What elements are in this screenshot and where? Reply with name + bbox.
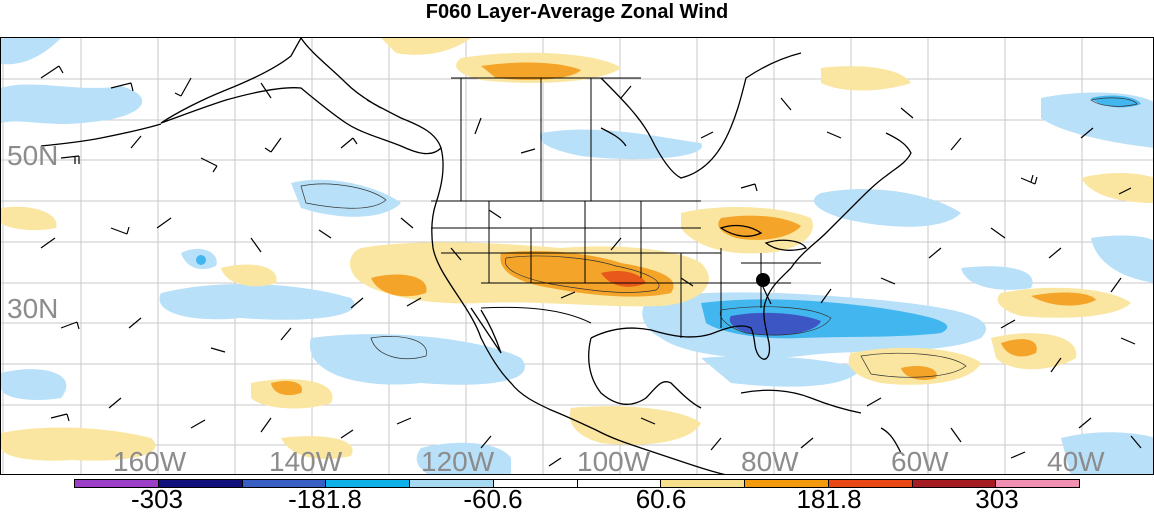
map-title: F060 Layer-Average Zonal Wind — [425, 1, 729, 23]
wind-barbs — [40, 65, 1142, 467]
colorbar — [74, 479, 1080, 488]
colorbar-swatch — [242, 480, 327, 487]
colorbar-swatch — [996, 480, 1079, 487]
longitude-label-40w: 40W — [1047, 446, 1105, 475]
colorbar-swatch — [828, 480, 913, 487]
map-graphic — [1, 38, 1153, 474]
dark-blue-shading — [729, 312, 821, 336]
colorbar-label: 60.6 — [635, 484, 687, 514]
longitude-label-60w: 60W — [891, 446, 949, 475]
colorbar-swatch — [326, 480, 410, 487]
colorbar-swatch — [493, 480, 578, 487]
longitude-label-160w: 160W — [113, 446, 187, 475]
colorbar-label: 181.8 — [796, 484, 862, 514]
contours — [300, 97, 1138, 378]
longitude-label-120w: 120W — [421, 446, 495, 475]
map-panel: 50N 30N 160W 140W 120W 100W 80W 60W 40W — [0, 37, 1154, 475]
positive-shading — [1, 38, 1153, 461]
colorbar-label: -181.8 — [288, 484, 362, 514]
orange-shading — [271, 62, 1096, 396]
colorbar-swatch — [577, 480, 662, 487]
political-borders — [431, 77, 821, 338]
colorbar-swatch — [661, 480, 745, 487]
colorbar-swatch — [912, 480, 997, 487]
colorbar-label: -303 — [130, 484, 184, 514]
colorbar-swatch — [410, 480, 494, 487]
colorbar-label: -60.6 — [463, 484, 523, 514]
colorbar-swatch — [158, 480, 243, 487]
longitude-label-80w: 80W — [741, 446, 799, 475]
storm-marker — [756, 273, 772, 305]
latitude-label-30n: 30N — [7, 293, 59, 324]
colorbar-swatch — [745, 480, 829, 487]
colorbar-label: 303 — [975, 484, 1019, 514]
longitude-label-140w: 140W — [269, 446, 343, 475]
latitude-label-50n: 50N — [7, 140, 59, 171]
longitude-label-100w: 100W — [577, 446, 651, 475]
colorbar-swatch — [75, 480, 159, 487]
